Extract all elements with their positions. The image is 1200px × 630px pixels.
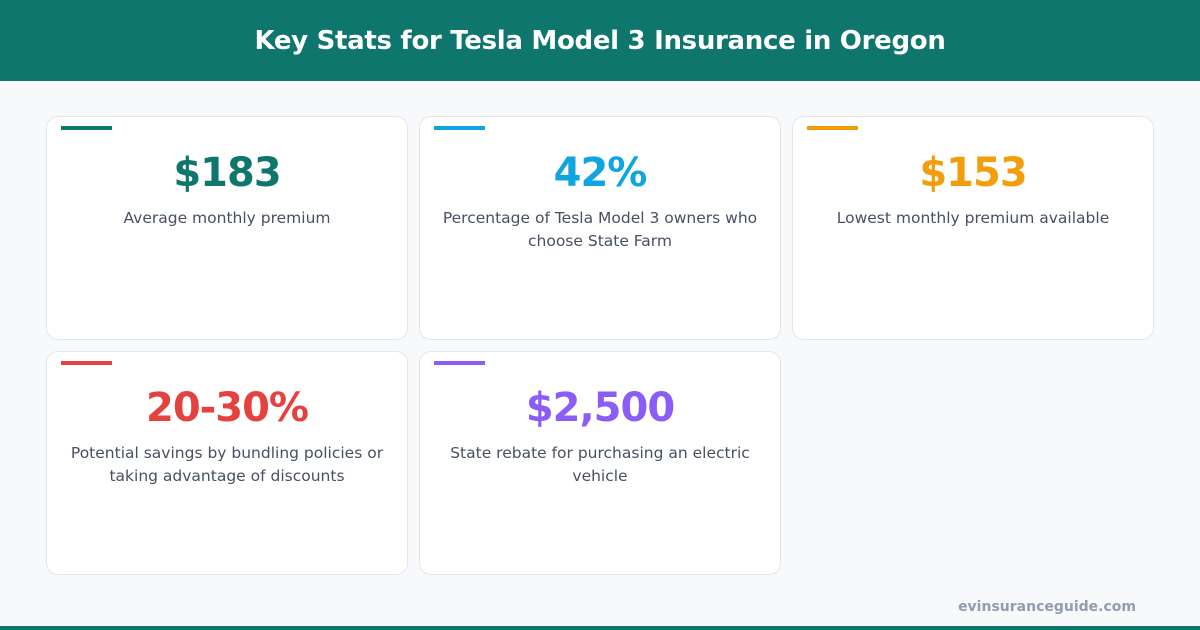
stat-card-average-premium: $183 Average monthly premium bbox=[46, 116, 408, 340]
stat-value: $183 bbox=[173, 150, 281, 196]
stat-card-savings: 20-30% Potential savings by bundling pol… bbox=[46, 351, 408, 575]
stat-label: State rebate for purchasing an electric … bbox=[450, 444, 750, 485]
accent-bar bbox=[434, 126, 485, 130]
accent-bar bbox=[434, 361, 485, 365]
page-title: Key Stats for Tesla Model 3 Insurance in… bbox=[0, 0, 1200, 81]
accent-bar bbox=[61, 361, 112, 365]
stat-label: Average monthly premium bbox=[123, 209, 331, 227]
stat-value: 42% bbox=[553, 150, 648, 196]
stat-card-state-farm-share: 42% Percentage of Tesla Model 3 owners w… bbox=[419, 116, 781, 340]
stat-card-lowest-premium: $153 Lowest monthly premium available bbox=[792, 116, 1154, 340]
stat-label: Lowest monthly premium available bbox=[836, 209, 1110, 227]
stat-value: 20-30% bbox=[145, 385, 309, 431]
stat-label: Percentage of Tesla Model 3 owners who c… bbox=[442, 209, 758, 250]
stat-card-ev-rebate: $2,500 State rebate for purchasing an el… bbox=[419, 351, 781, 575]
bottom-bar bbox=[0, 626, 1200, 630]
stat-label: Potential savings by bundling policies o… bbox=[70, 444, 384, 485]
accent-bar bbox=[807, 126, 858, 130]
stat-value: $2,500 bbox=[525, 385, 675, 431]
accent-bar bbox=[61, 126, 112, 130]
stat-value: $153 bbox=[919, 150, 1027, 196]
site-url: evinsuranceguide.com bbox=[958, 599, 1136, 615]
